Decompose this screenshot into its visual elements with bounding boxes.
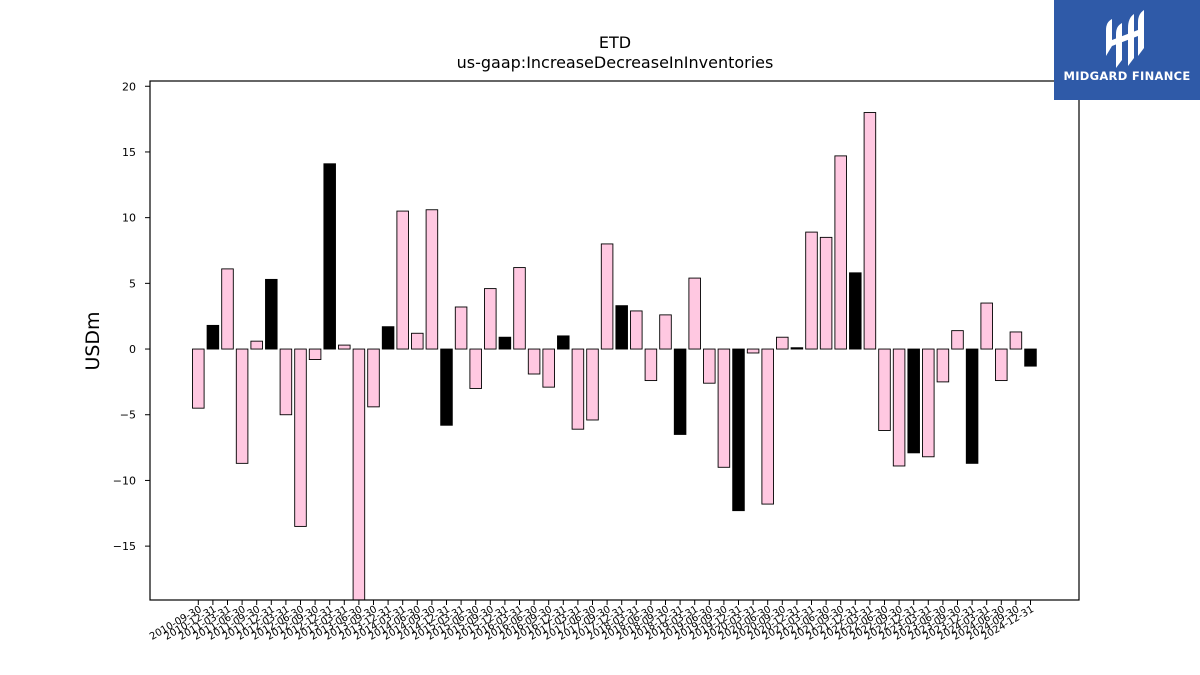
bar: [279, 348, 293, 416]
y-tick-label: 10: [122, 212, 136, 225]
y-tick-label: 15: [122, 146, 136, 159]
brand-mark-icon: [1106, 10, 1144, 68]
bar: [951, 330, 964, 350]
bar: [367, 348, 380, 408]
bar: [411, 332, 424, 350]
bar: [790, 347, 804, 350]
bar: [571, 348, 585, 430]
bar: [265, 278, 278, 350]
bar: [746, 348, 760, 354]
bar: [381, 326, 395, 350]
bar: [834, 155, 847, 350]
bar: [659, 314, 672, 350]
bar: [980, 302, 993, 350]
plot-frame: [149, 80, 1080, 601]
chart-title: ETD: [599, 33, 631, 52]
bar: [600, 243, 614, 350]
bars-layer: [192, 112, 1037, 601]
y-axis-ticks: −15 −10 −5 0 5 10 15 20: [113, 80, 150, 553]
bar: [469, 348, 482, 389]
y-tick-label: 0: [129, 343, 136, 356]
bar: [615, 305, 628, 350]
bar: [235, 348, 249, 464]
bar: [1024, 348, 1037, 367]
bar: [761, 348, 774, 505]
bar: [206, 324, 220, 350]
x-axis-ticks: 2010-09-302010-12-312011-03-312011-06-30…: [148, 600, 1036, 643]
bar: [323, 163, 336, 350]
bar: [907, 348, 920, 454]
bar: [454, 306, 468, 350]
y-axis-label: USDm: [82, 311, 104, 370]
bar: [892, 348, 906, 467]
y-tick-label: 5: [129, 277, 136, 290]
bar: [557, 335, 570, 350]
bar: [644, 348, 658, 382]
bar: [995, 348, 1008, 382]
y-tick-label: −10: [113, 474, 136, 487]
bar: [936, 348, 950, 383]
bar: [673, 348, 687, 435]
bar: [849, 272, 862, 350]
bar: [542, 348, 555, 388]
bar: [498, 336, 512, 350]
bar: [352, 348, 366, 601]
bar: [805, 231, 818, 350]
bar: [221, 268, 234, 350]
bar: [513, 267, 526, 350]
bar: [527, 348, 541, 375]
bar: [878, 348, 891, 431]
bar: [630, 310, 643, 350]
bar: [965, 348, 979, 464]
bar: [688, 277, 701, 350]
chart-subtitle: us-gaap:IncreaseDecreaseInInventories: [457, 53, 774, 72]
bar: [863, 112, 877, 350]
bar: [922, 348, 935, 458]
bar: [484, 288, 497, 350]
y-tick-label: 20: [122, 80, 136, 93]
bar: [586, 348, 599, 421]
bar: [440, 348, 453, 426]
bar: [732, 348, 745, 512]
y-tick-label: −5: [120, 409, 136, 422]
brand-logo: MIDGARD FINANCE: [1054, 0, 1200, 100]
brand-name: MIDGARD FINANCE: [1063, 69, 1191, 83]
bar: [425, 209, 439, 350]
bar: [1009, 331, 1023, 350]
bar: [703, 348, 716, 384]
bar: [192, 348, 205, 409]
bar: [396, 210, 409, 350]
bar: [717, 348, 731, 468]
bar: [250, 340, 263, 350]
bar: [338, 344, 351, 350]
bar: [308, 348, 322, 361]
bar: [819, 236, 833, 350]
y-tick-label: −15: [113, 540, 136, 553]
bar: [294, 348, 307, 527]
bar: [776, 336, 789, 350]
